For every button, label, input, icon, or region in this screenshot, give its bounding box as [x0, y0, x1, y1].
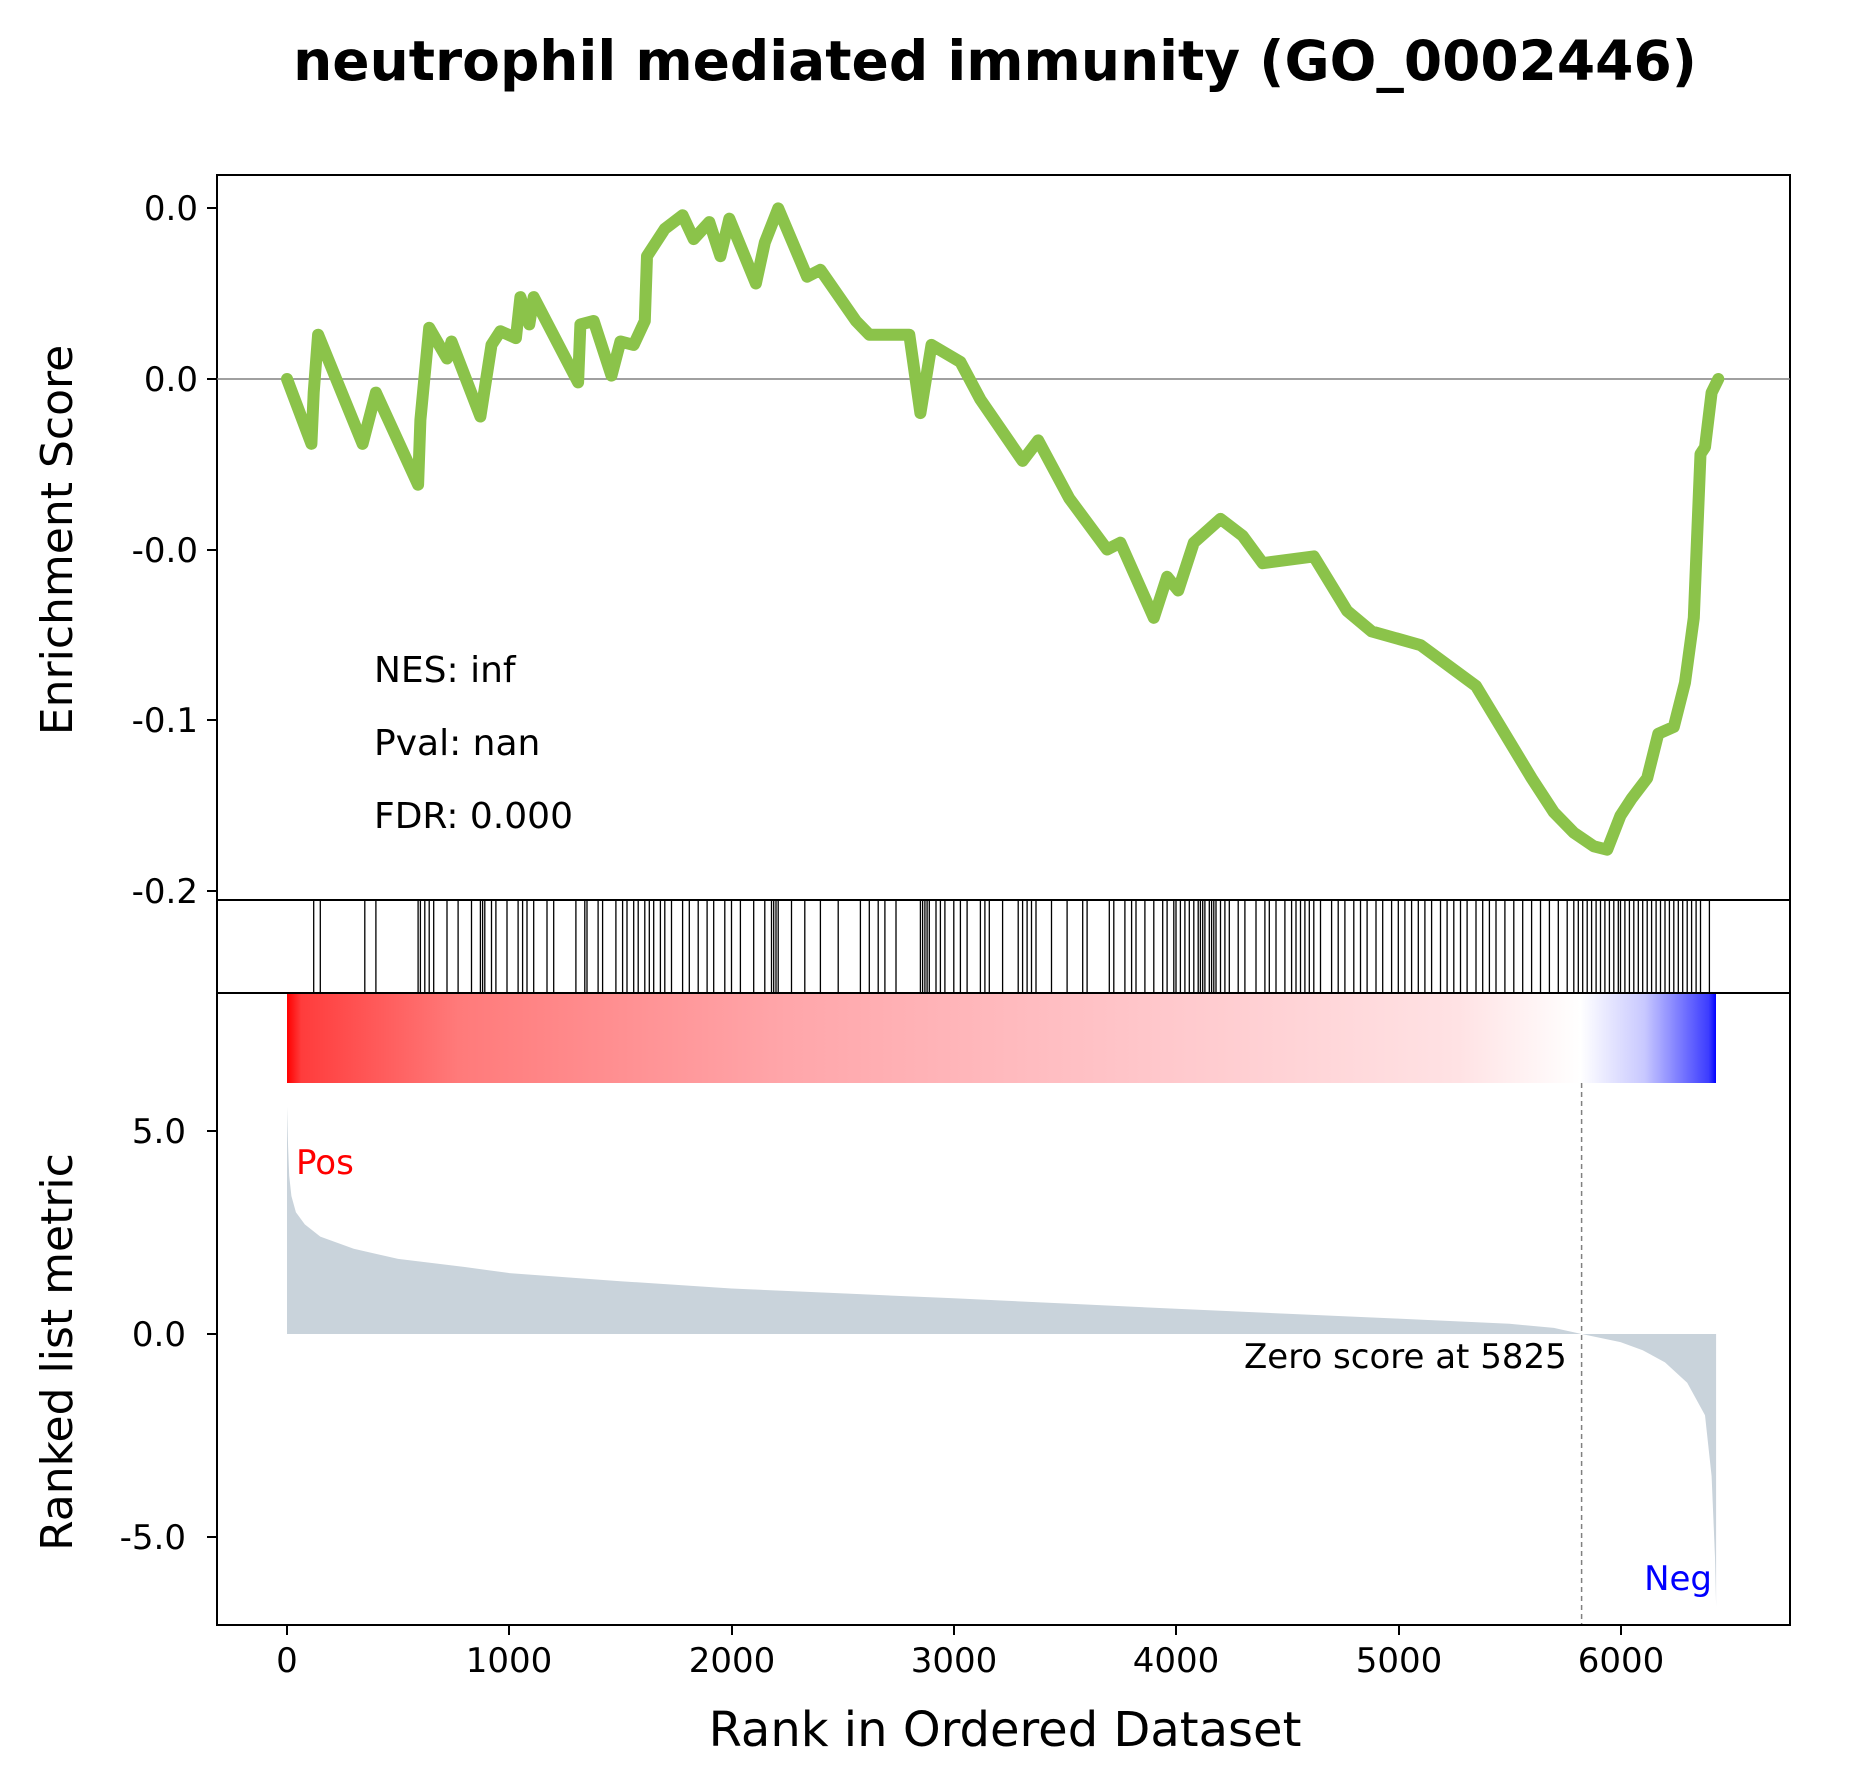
- es-ytick-label: 0.0: [144, 189, 198, 229]
- neg-label: Neg: [1644, 1559, 1712, 1599]
- hits-barcode: [313, 900, 1711, 993]
- hits-frame: [216, 899, 1791, 994]
- xtick-marks: [286, 1625, 1622, 1635]
- metric-ytick-label: -5.0: [120, 1518, 186, 1558]
- xtick-label: 6000: [1578, 1641, 1665, 1681]
- enrichment-ytick-marks: [207, 207, 217, 892]
- nes-text: NES: inf: [374, 650, 517, 691]
- metric-ylabel: Ranked list metric: [32, 1153, 83, 1551]
- xtick-label: 4000: [1133, 1641, 1220, 1681]
- pos-label: Pos: [296, 1143, 354, 1183]
- enrichment-line-layer: [281, 202, 1725, 856]
- enrichment-panel: 0.0 0.0 -0.0 -0.1 -0.2 Enrichment Score …: [32, 174, 1791, 912]
- xtick-label: 3000: [911, 1641, 998, 1681]
- pval-text: Pval: nan: [374, 723, 540, 764]
- es-ytick-label: -0.1: [132, 701, 198, 741]
- hits-panel: [216, 899, 1791, 994]
- metric-ytick-label: 5.0: [132, 1112, 186, 1152]
- enrichment-ytick-labels: 0.0 0.0 -0.0 -0.1 -0.2: [132, 189, 198, 912]
- enrichment-frame: [216, 174, 1791, 901]
- xtick-labels: 0 1000 2000 3000 4000 5000 6000: [276, 1641, 1664, 1681]
- xtick-label: 2000: [689, 1641, 776, 1681]
- zero-score-label: Zero score at 5825: [1244, 1337, 1567, 1377]
- fdr-text: FDR: 0.000: [374, 796, 573, 837]
- chart-title: neutrophil mediated immunity (GO_0002446…: [293, 29, 1697, 93]
- ranked-metric-frame: [216, 993, 1791, 1626]
- es-ytick-label: 0.0: [144, 360, 198, 400]
- xtick-label: 1000: [466, 1641, 553, 1681]
- enrichment-score-line: [281, 202, 1725, 856]
- es-ytick-label: -0.0: [132, 531, 198, 571]
- rank-gradient-bar: [287, 993, 1716, 1083]
- xtick-label: 5000: [1356, 1641, 1443, 1681]
- enrichment-ylabel: Enrichment Score: [32, 345, 83, 735]
- xtick-label: 0: [276, 1641, 298, 1681]
- metric-ytick-labels: 5.0 0.0 -5.0: [120, 1112, 186, 1558]
- es-ytick-label: -0.2: [132, 872, 198, 912]
- metric-ytick-label: 0.0: [132, 1315, 186, 1355]
- stats-box: NES: inf Pval: nan FDR: 0.000: [374, 650, 573, 837]
- ranked-metric-panel: 5.0 0.0 -5.0 0 1000 2000 3000 4000 5000 …: [32, 992, 1791, 1758]
- metric-ytick-marks: [207, 1130, 217, 1538]
- x-axis-label: Rank in Ordered Dataset: [709, 1702, 1302, 1758]
